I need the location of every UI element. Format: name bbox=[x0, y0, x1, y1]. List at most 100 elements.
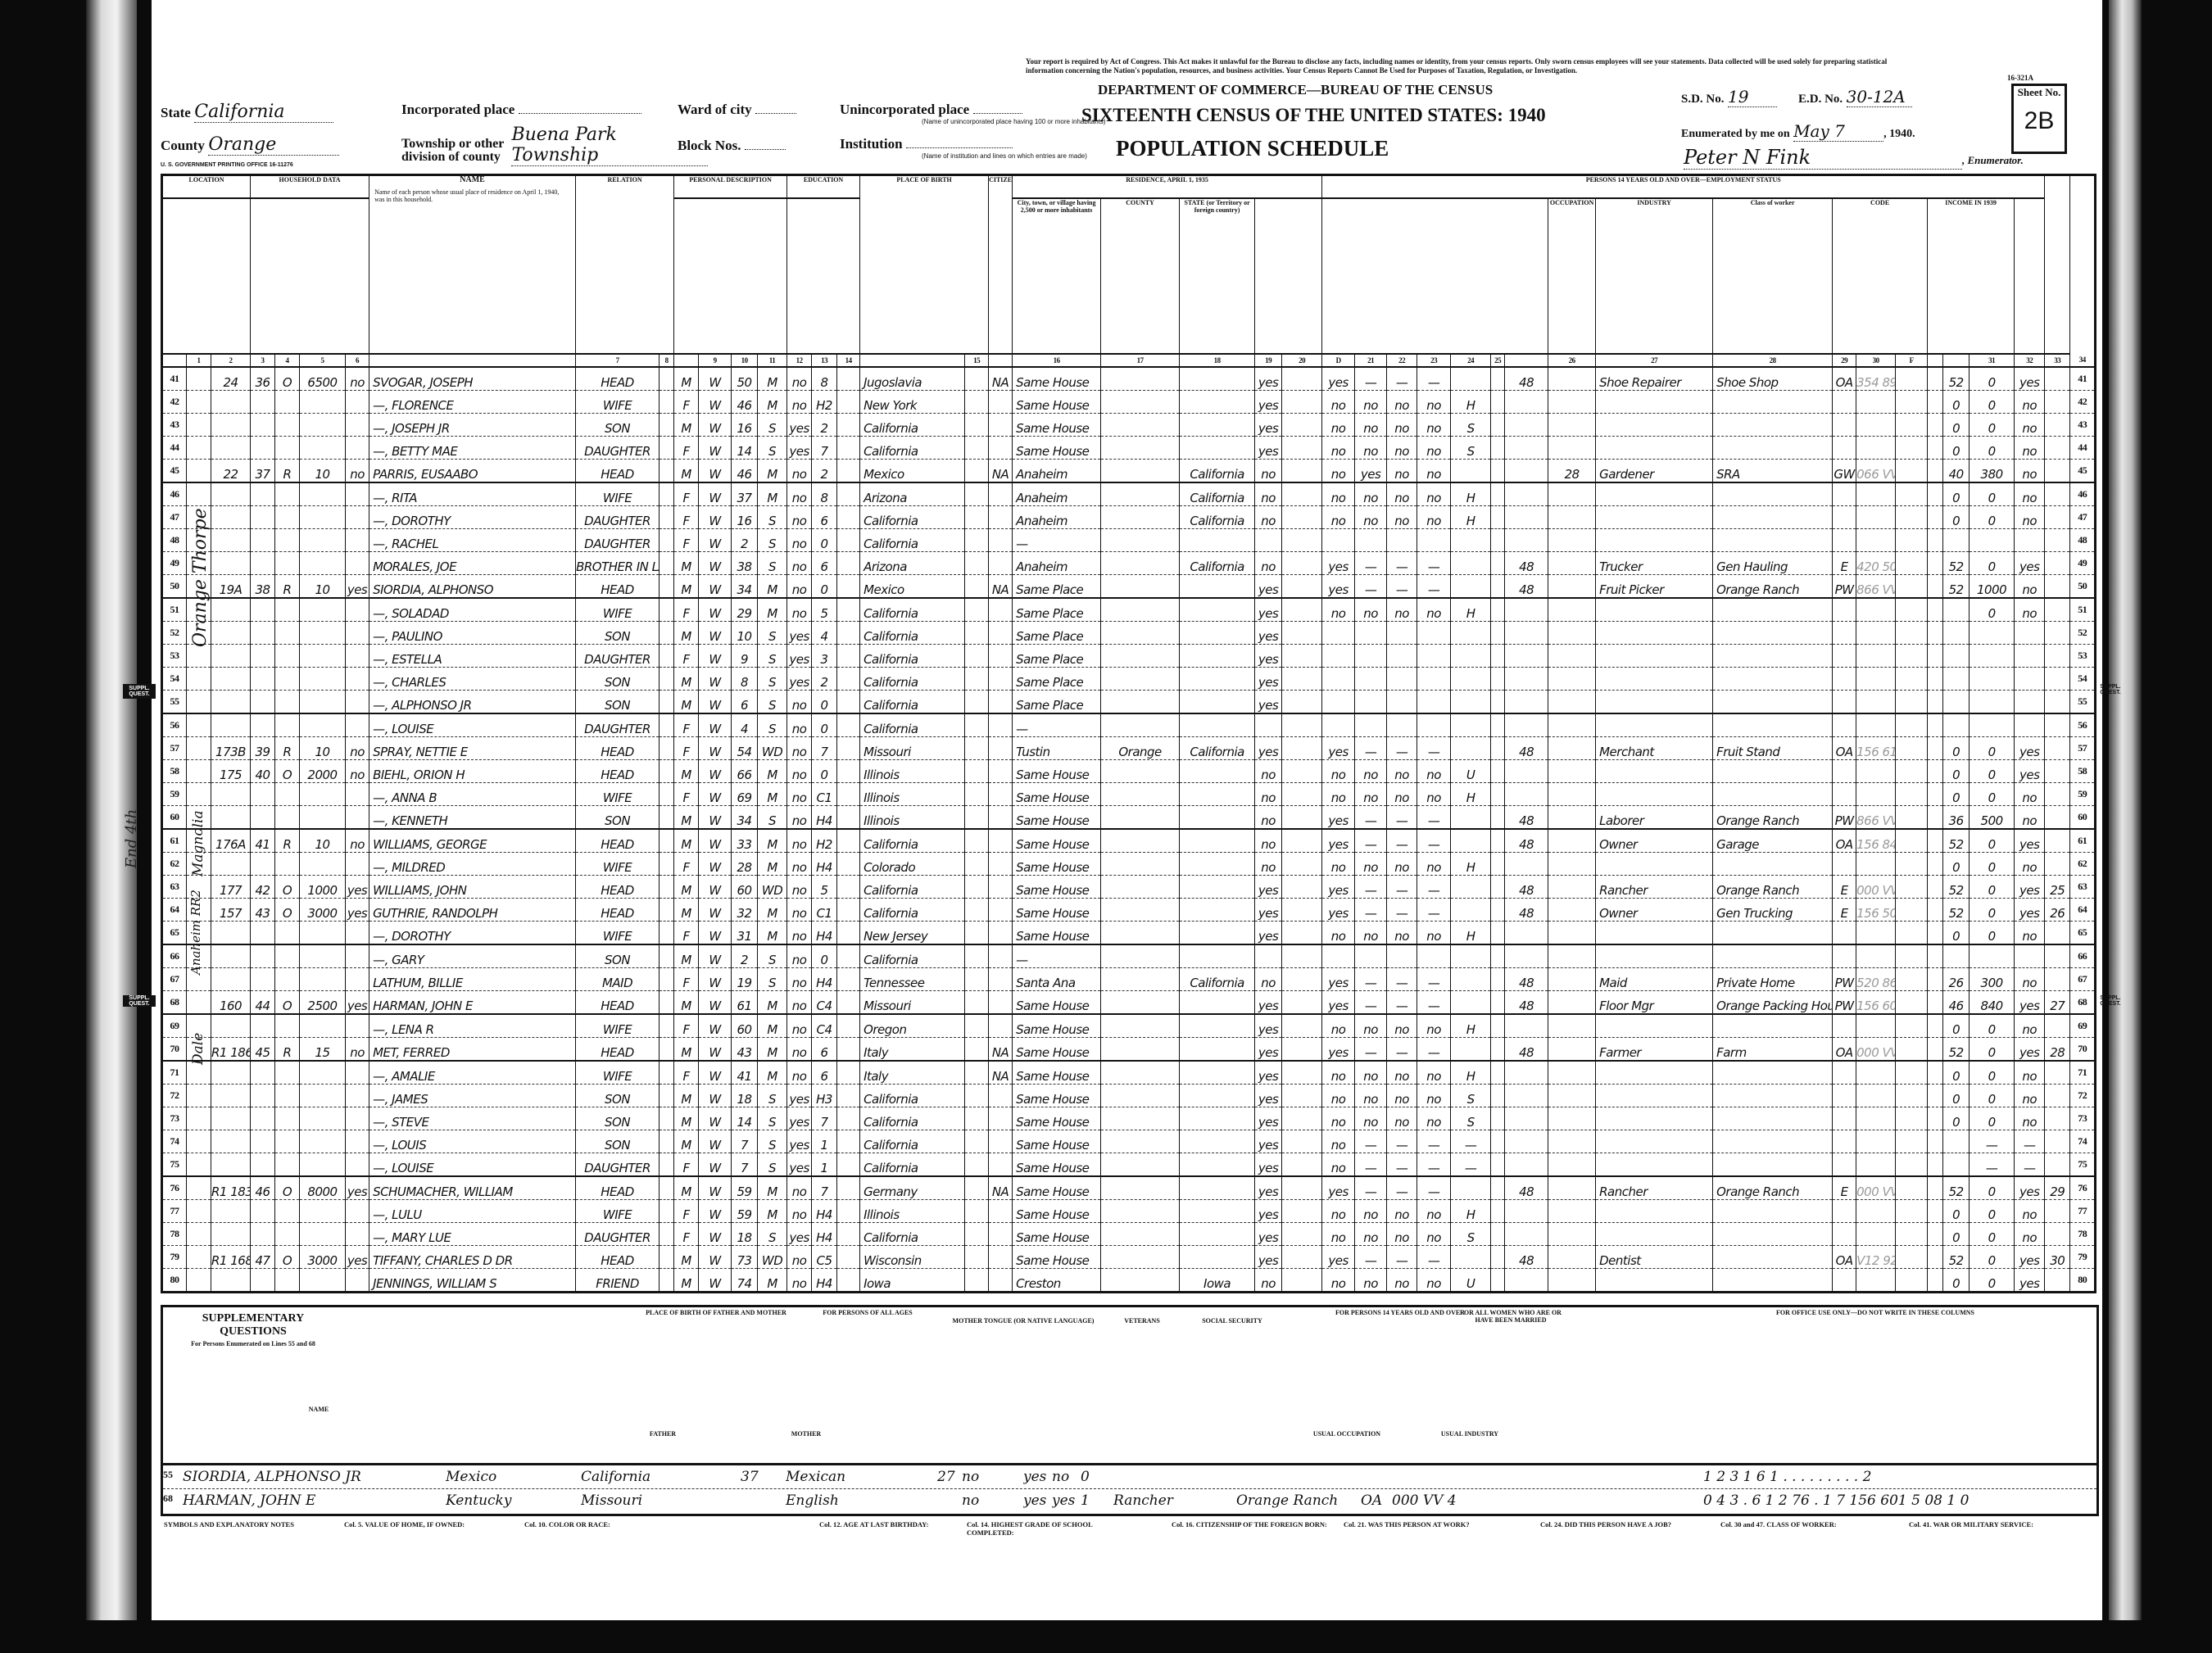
age: 37 bbox=[731, 482, 759, 506]
home-value bbox=[299, 528, 347, 552]
line-number: 74 bbox=[2069, 1130, 2096, 1153]
age: 46 bbox=[731, 390, 759, 414]
wages bbox=[1969, 713, 2015, 737]
public-emergency-work: — bbox=[1354, 736, 1388, 760]
industry bbox=[1712, 1199, 1834, 1223]
home-value bbox=[299, 667, 347, 691]
age: 16 bbox=[731, 413, 759, 437]
farm-flag bbox=[345, 944, 370, 968]
person-name: —, DOROTHY bbox=[369, 921, 577, 945]
income-header: INCOME IN 1939 bbox=[1927, 197, 2015, 355]
class-of-worker bbox=[1832, 597, 1857, 622]
residence-1935-city: Same Place bbox=[1012, 621, 1102, 645]
relation-header: RELATION bbox=[575, 174, 675, 355]
line-number: 43 bbox=[161, 413, 187, 437]
at-work: yes bbox=[1321, 736, 1356, 760]
other-income bbox=[2014, 690, 2046, 714]
tenure bbox=[274, 1222, 301, 1246]
blank-cell bbox=[186, 828, 211, 853]
other-income bbox=[2014, 528, 2046, 552]
other-income: no bbox=[2014, 782, 2046, 806]
tenure: O bbox=[274, 366, 301, 391]
citizenship bbox=[988, 1084, 1013, 1107]
relationship: WIFE bbox=[575, 852, 660, 876]
column-number bbox=[1942, 353, 1970, 368]
weeks-worked: 0 bbox=[1942, 852, 1970, 876]
age: 34 bbox=[731, 574, 759, 599]
residence-1935-state bbox=[1179, 1199, 1256, 1223]
person-name: —, GARY bbox=[369, 944, 577, 968]
race: W bbox=[698, 667, 732, 691]
residence-1935-farm: no bbox=[1254, 459, 1283, 483]
line-number: 64 bbox=[2069, 898, 2096, 922]
blank-cell bbox=[1281, 390, 1323, 414]
home-value bbox=[299, 1060, 347, 1085]
film-strip bbox=[86, 0, 137, 1653]
column-number: 21 bbox=[1354, 353, 1388, 368]
farm-flag: yes bbox=[345, 990, 370, 1015]
film-strip bbox=[2109, 0, 2142, 1653]
relationship: DAUGHTER bbox=[575, 528, 660, 552]
blank-cell bbox=[836, 528, 861, 552]
hours-worked bbox=[1504, 482, 1549, 506]
residence-1935-state bbox=[1179, 1060, 1256, 1085]
printing-office: U. S. GOVERNMENT PRINTING OFFICE 16-1127… bbox=[161, 162, 293, 168]
residence-1935-farm: yes bbox=[1254, 644, 1283, 668]
public-emergency-work: — bbox=[1354, 967, 1388, 991]
industry bbox=[1712, 852, 1834, 876]
occupation-code bbox=[1856, 413, 1897, 437]
hours-worked bbox=[1504, 436, 1549, 460]
household-number bbox=[250, 690, 276, 714]
hours-worked bbox=[1504, 505, 1549, 529]
weeks-unemployed bbox=[1548, 574, 1597, 599]
birthplace-parents-header: PLACE OF BIRTH OF FATHER AND MOTHER bbox=[646, 1309, 786, 1316]
blank-cell bbox=[1895, 528, 1929, 552]
home-value bbox=[299, 436, 347, 460]
marital-status: WD bbox=[757, 736, 788, 760]
industry: Gen Trucking bbox=[1712, 898, 1834, 922]
sex: M bbox=[673, 413, 700, 437]
blank-cell bbox=[659, 644, 675, 668]
residence-1935-county bbox=[1100, 436, 1181, 460]
age: 14 bbox=[731, 1107, 759, 1130]
blank-cell bbox=[1281, 482, 1323, 506]
sex: F bbox=[673, 1222, 700, 1246]
occupation bbox=[1595, 505, 1714, 529]
residence-1935-county bbox=[1100, 528, 1181, 552]
occupation bbox=[1595, 1107, 1714, 1130]
hours-worked bbox=[1504, 621, 1549, 645]
township-label: Township or other division of county bbox=[401, 137, 505, 164]
column-number bbox=[988, 353, 1013, 368]
at-work: yes bbox=[1321, 990, 1356, 1015]
household-number: 44 bbox=[250, 990, 276, 1015]
tongue-code: 27 bbox=[937, 1469, 955, 1485]
marital-status: M bbox=[757, 921, 788, 945]
grade-completed: 8 bbox=[811, 482, 838, 506]
public-emergency-work: — bbox=[1354, 551, 1388, 575]
blank-cell bbox=[964, 759, 990, 783]
other-income: yes bbox=[2014, 1245, 2046, 1269]
at-work: no bbox=[1321, 1060, 1356, 1085]
other-income: no bbox=[2014, 482, 2046, 506]
public-emergency-work: no bbox=[1354, 390, 1388, 414]
citizenship bbox=[988, 1153, 1013, 1177]
wages: 0 bbox=[1969, 898, 2015, 922]
residence-1935-county bbox=[1100, 1175, 1181, 1200]
tenure: O bbox=[274, 1175, 301, 1200]
has-job bbox=[1416, 528, 1452, 552]
occupation-code bbox=[1856, 597, 1897, 622]
supplementary-section: SUPPLEMENTARY QUESTIONS For Persons Enum… bbox=[161, 1305, 2099, 1516]
weeks-worked: 0 bbox=[1942, 505, 1970, 529]
age: 18 bbox=[731, 1222, 759, 1246]
table-row: 79 R1 168 47 O 3000 yes TIFFANY, CHARLES D DR H… bbox=[161, 1245, 2096, 1269]
incorporated-label: Incorporated place bbox=[401, 102, 515, 117]
industry bbox=[1712, 505, 1834, 529]
citizenship bbox=[988, 667, 1013, 691]
hours-worked: 48 bbox=[1504, 805, 1549, 830]
blank-cell bbox=[1927, 1130, 1944, 1153]
residence-1935-state bbox=[1179, 990, 1256, 1015]
column-number: 20 bbox=[1281, 353, 1323, 368]
